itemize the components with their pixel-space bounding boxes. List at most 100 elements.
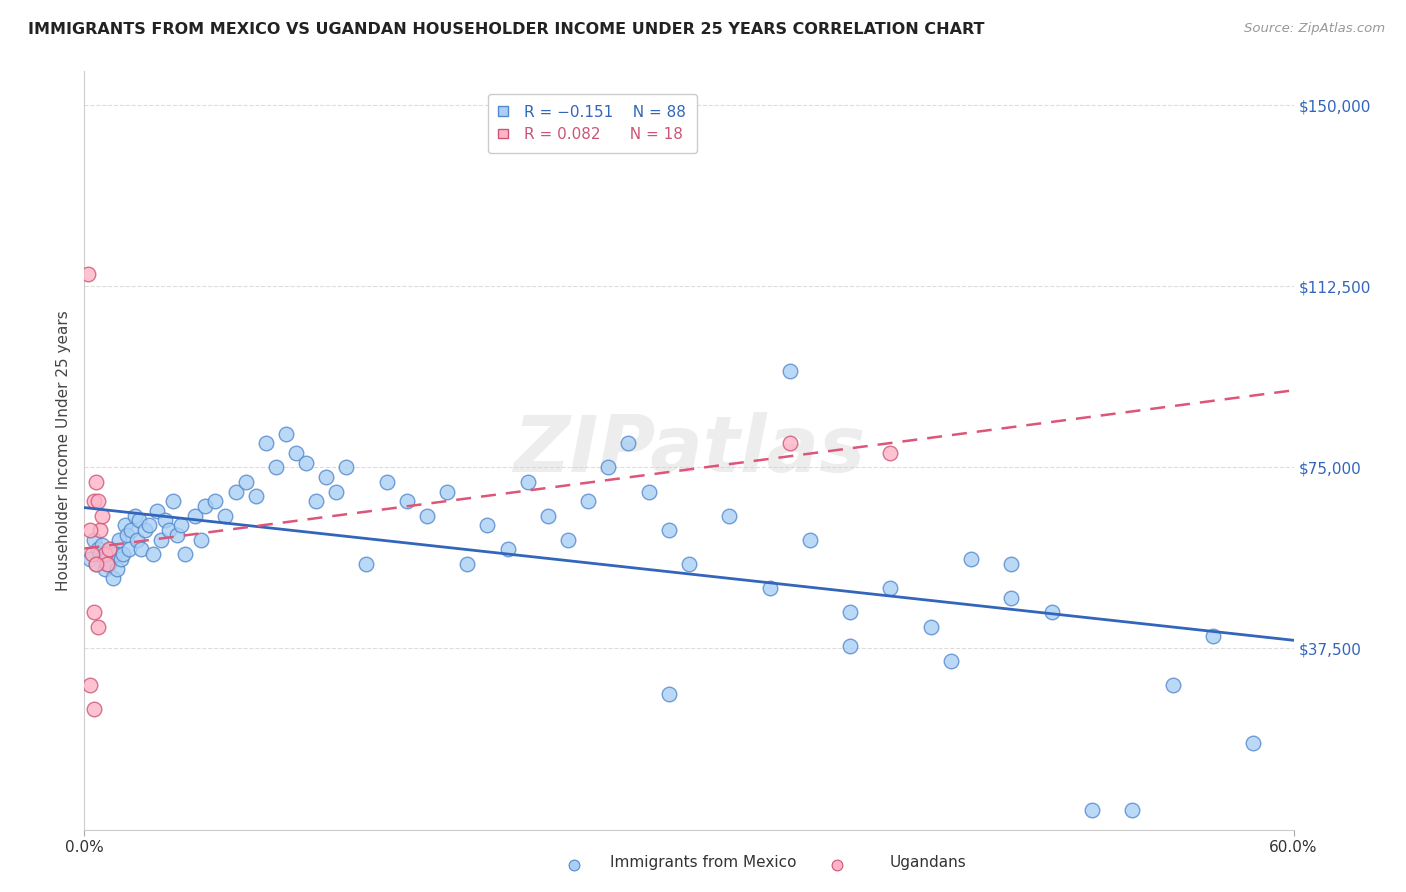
- Point: [157, 523, 180, 537]
- Legend: R = −0.151    N = 88, R = 0.082      N = 18: R = −0.151 N = 88, R = 0.082 N = 18: [488, 95, 697, 153]
- Point: [879, 446, 901, 460]
- Point: [89, 523, 111, 537]
- Point: [105, 562, 128, 576]
- Point: [325, 484, 347, 499]
- Point: [285, 446, 308, 460]
- Point: [153, 514, 176, 528]
- Point: [83, 702, 105, 716]
- Point: [120, 523, 142, 537]
- Point: [96, 552, 118, 566]
- Point: [245, 489, 267, 503]
- Point: [142, 547, 165, 561]
- Point: [110, 552, 132, 566]
- Point: [82, 547, 104, 561]
- Point: [496, 542, 519, 557]
- Point: [562, 858, 585, 872]
- Point: [91, 508, 114, 523]
- Point: [149, 533, 172, 547]
- Point: [598, 460, 620, 475]
- Point: [356, 557, 378, 571]
- Point: [799, 533, 821, 547]
- Point: [166, 528, 188, 542]
- Point: [97, 542, 120, 557]
- Point: [416, 508, 439, 523]
- Point: [96, 557, 118, 571]
- Point: [254, 436, 277, 450]
- Point: [114, 518, 136, 533]
- Point: [1000, 557, 1022, 571]
- Point: [718, 508, 741, 523]
- Point: [1241, 736, 1264, 750]
- Point: [184, 508, 207, 523]
- Point: [87, 620, 110, 634]
- Point: [637, 484, 659, 499]
- Point: [86, 557, 108, 571]
- Point: [1081, 803, 1104, 817]
- Point: [194, 499, 217, 513]
- Point: [129, 542, 152, 557]
- Point: [118, 542, 141, 557]
- Point: [125, 533, 148, 547]
- Point: [274, 426, 297, 441]
- Point: [77, 267, 100, 281]
- Point: [779, 436, 801, 450]
- Point: [456, 557, 478, 571]
- Point: [100, 542, 122, 557]
- Point: [477, 518, 499, 533]
- Point: [79, 523, 101, 537]
- Point: [939, 654, 962, 668]
- Point: [1121, 803, 1143, 817]
- Point: [146, 504, 169, 518]
- Point: [315, 470, 337, 484]
- Point: [375, 475, 398, 489]
- Point: [264, 460, 287, 475]
- Point: [537, 508, 560, 523]
- Point: [1202, 629, 1225, 643]
- Point: [395, 494, 418, 508]
- Point: [104, 547, 127, 561]
- Point: [174, 547, 197, 561]
- Point: [204, 494, 226, 508]
- Y-axis label: Householder Income Under 25 years: Householder Income Under 25 years: [56, 310, 72, 591]
- Point: [93, 562, 115, 576]
- Point: [83, 605, 105, 619]
- Point: [658, 523, 681, 537]
- Point: [557, 533, 579, 547]
- Point: [138, 518, 160, 533]
- Point: [93, 547, 115, 561]
- Point: [162, 494, 184, 508]
- Point: [107, 533, 129, 547]
- Point: [1000, 591, 1022, 605]
- Point: [128, 514, 150, 528]
- Point: [879, 581, 901, 595]
- Point: [170, 518, 193, 533]
- Text: Immigrants from Mexico: Immigrants from Mexico: [610, 855, 796, 870]
- Point: [134, 523, 156, 537]
- Point: [305, 494, 328, 508]
- Point: [86, 475, 108, 489]
- Point: [86, 557, 108, 571]
- Point: [97, 557, 120, 571]
- Point: [779, 364, 801, 378]
- Point: [1161, 678, 1184, 692]
- Point: [658, 687, 681, 701]
- Point: [516, 475, 538, 489]
- Text: Source: ZipAtlas.com: Source: ZipAtlas.com: [1244, 22, 1385, 36]
- Text: ZIPatlas: ZIPatlas: [513, 412, 865, 489]
- Point: [190, 533, 212, 547]
- Point: [87, 494, 110, 508]
- Point: [214, 508, 236, 523]
- Point: [576, 494, 599, 508]
- Point: [91, 538, 114, 552]
- Point: [79, 552, 101, 566]
- Point: [124, 508, 146, 523]
- Text: IMMIGRANTS FROM MEXICO VS UGANDAN HOUSEHOLDER INCOME UNDER 25 YEARS CORRELATION : IMMIGRANTS FROM MEXICO VS UGANDAN HOUSEH…: [28, 22, 984, 37]
- Point: [101, 571, 124, 585]
- Point: [920, 620, 942, 634]
- Point: [960, 552, 983, 566]
- Point: [825, 858, 848, 872]
- Point: [335, 460, 357, 475]
- Point: [839, 639, 862, 653]
- Point: [115, 528, 138, 542]
- Point: [83, 494, 105, 508]
